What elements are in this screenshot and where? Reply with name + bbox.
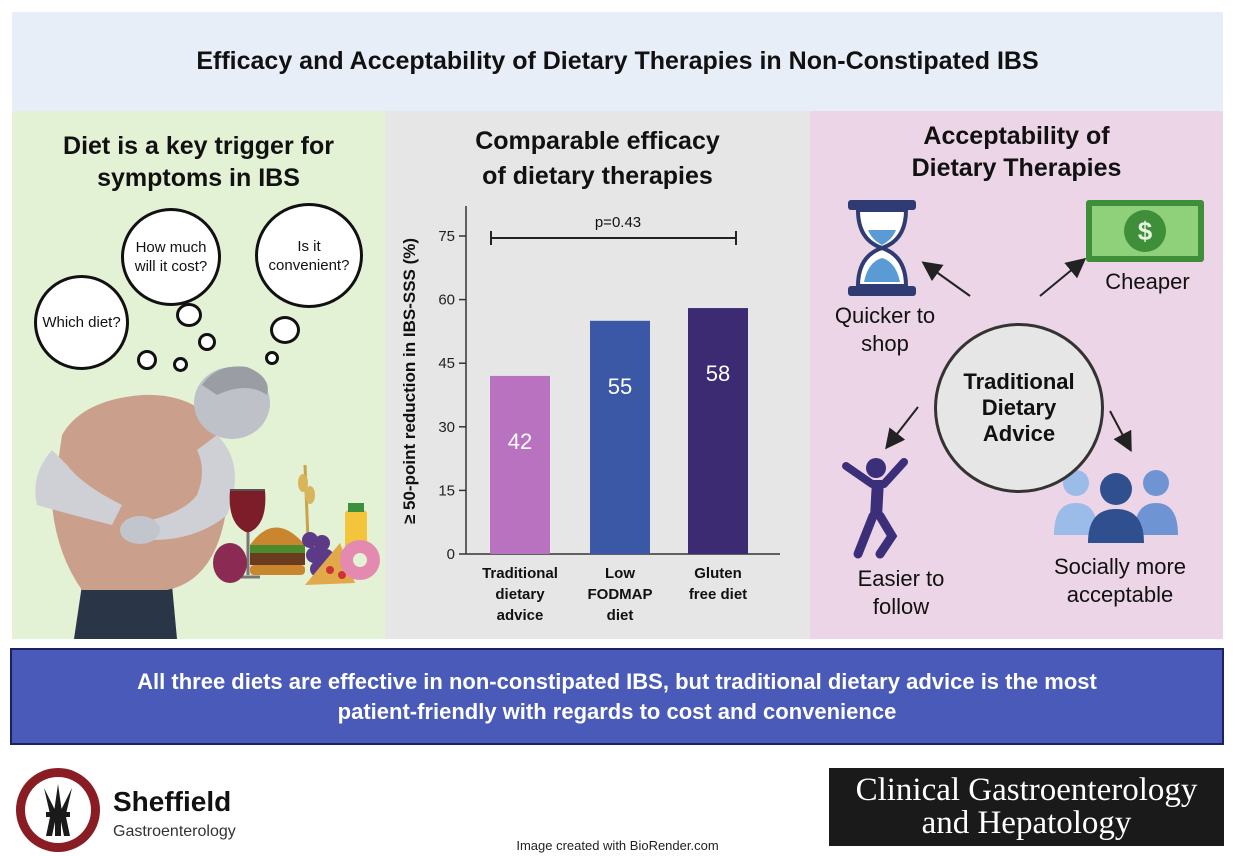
title-bar: Efficacy and Acceptability of Dietary Th… bbox=[12, 12, 1223, 111]
left-heading-line1: Diet is a key trigger for bbox=[63, 132, 334, 160]
bubble-conv-line2: convenient? bbox=[268, 256, 350, 274]
cheaper-label: Cheaper bbox=[1085, 268, 1210, 296]
y-axis-label: ≥ 50-point reduction in IBS-SSS (%) bbox=[400, 238, 419, 524]
sheffield-name: Sheffield bbox=[113, 786, 232, 817]
journal-line1: Clinical Gastroenterology bbox=[855, 772, 1198, 808]
arrow-quicker bbox=[921, 261, 971, 297]
thought-dot bbox=[270, 316, 300, 344]
left-heading-line2: symptoms in IBS bbox=[97, 164, 300, 192]
person-stomachache-illustration bbox=[35, 366, 270, 639]
mid-heading-line2: of dietary therapies bbox=[482, 162, 713, 190]
conclusion-line1: All three diets are effective in non-con… bbox=[137, 668, 1097, 694]
cheaper-text: Cheaper bbox=[1105, 269, 1190, 294]
quicker-line1: Quicker to bbox=[834, 303, 936, 328]
arrow-social bbox=[1109, 410, 1132, 453]
bubble-convenient: Is it convenient? bbox=[255, 203, 363, 308]
bar bbox=[490, 375, 550, 554]
center-line3: Advice bbox=[982, 421, 1056, 446]
bubble-which-text: Which diet? bbox=[42, 314, 121, 331]
center-circle-text: Traditional Dietary Advice bbox=[963, 369, 1074, 447]
category-label: dietary bbox=[495, 586, 545, 603]
hourglass-icon bbox=[848, 200, 916, 296]
bar-value-label: 42 bbox=[508, 429, 532, 454]
sheffield-subtitle: Gastroenterology bbox=[113, 823, 236, 840]
biorender-credit: Image created with BioRender.com bbox=[516, 838, 719, 853]
bubble-which-diet: Which diet? bbox=[34, 275, 129, 370]
thought-dot bbox=[265, 351, 279, 365]
category-label: Low bbox=[605, 565, 635, 582]
social-line2: acceptable bbox=[1066, 582, 1174, 607]
y-tick-label: 45 bbox=[438, 355, 455, 372]
easier-line1: Easier to bbox=[857, 566, 945, 591]
mid-heading-line1: Comparable efficacy bbox=[475, 127, 720, 155]
arrow-easier bbox=[885, 406, 919, 450]
category-label: diet bbox=[607, 607, 634, 624]
social-line1: Socially more bbox=[1053, 554, 1187, 579]
bubble-cost-line1: How much bbox=[135, 239, 207, 256]
svg-text:$: $ bbox=[1138, 216, 1153, 246]
easier-label: Easier to follow bbox=[836, 565, 966, 621]
easier-line2: follow bbox=[872, 594, 930, 619]
traditional-advice-circle: Traditional Dietary Advice bbox=[934, 323, 1104, 493]
conclusion-text: All three diets are effective in non-con… bbox=[137, 667, 1097, 727]
center-line2: Dietary bbox=[981, 395, 1057, 420]
food-illustration bbox=[213, 465, 380, 585]
conclusion-line2: patient-friendly with regards to cost an… bbox=[337, 698, 897, 724]
bar-value-label: 58 bbox=[706, 361, 730, 386]
social-label: Socially more acceptable bbox=[1036, 553, 1204, 609]
bar-chart: 0 15 30 45 60 75 42 Traditional dietary advice 55… bbox=[400, 206, 780, 624]
quicker-label: Quicker to shop bbox=[820, 302, 950, 358]
thought-dot bbox=[198, 333, 216, 351]
center-line1: Traditional bbox=[963, 369, 1075, 394]
category-label: free diet bbox=[689, 586, 747, 603]
bar-value-label: 55 bbox=[608, 374, 632, 399]
page-title: Efficacy and Acceptability of Dietary Th… bbox=[196, 47, 1039, 75]
y-tick-label: 15 bbox=[438, 482, 455, 499]
right-heading-line1: Acceptability of bbox=[923, 122, 1110, 150]
conclusion-banner: All three diets are effective in non-con… bbox=[10, 648, 1224, 745]
dollar-bill-icon: $ bbox=[1086, 200, 1204, 262]
y-tick-label: 75 bbox=[438, 228, 455, 245]
sheffield-logo bbox=[16, 768, 100, 852]
thought-dot bbox=[137, 350, 157, 370]
thought-dot bbox=[173, 357, 188, 372]
p-value-annotation: p=0.43 bbox=[595, 214, 641, 231]
y-tick-label: 0 bbox=[447, 546, 455, 563]
arrow-cheaper bbox=[1039, 257, 1087, 297]
thought-dot bbox=[176, 303, 202, 327]
acceptability-arrows bbox=[885, 257, 1132, 453]
y-tick-label: 30 bbox=[438, 419, 455, 436]
people-group-icon bbox=[1054, 470, 1178, 543]
person-jumping-icon bbox=[842, 458, 908, 559]
category-label: advice bbox=[497, 607, 544, 624]
bubble-conv-text: Is it convenient? bbox=[269, 237, 350, 275]
bubble-conv-line1: Is it bbox=[297, 237, 321, 255]
bubble-cost-line2: will it cost? bbox=[134, 258, 208, 275]
journal-line2: and Hepatology bbox=[921, 805, 1132, 841]
right-heading-line2: Dietary Therapies bbox=[911, 154, 1122, 182]
category-label: Gluten bbox=[694, 565, 742, 582]
y-tick-label: 60 bbox=[438, 292, 455, 309]
bar bbox=[688, 308, 748, 554]
bubble-cost: How much will it cost? bbox=[121, 208, 221, 306]
bar bbox=[590, 320, 650, 554]
bubble-cost-text: How much will it cost? bbox=[135, 238, 208, 276]
category-label: Traditional bbox=[482, 565, 558, 582]
category-label: FODMAP bbox=[588, 586, 653, 603]
journal-logo: Clinical Gastroenterology and Hepatology bbox=[829, 768, 1224, 846]
quicker-line2: shop bbox=[861, 331, 909, 356]
